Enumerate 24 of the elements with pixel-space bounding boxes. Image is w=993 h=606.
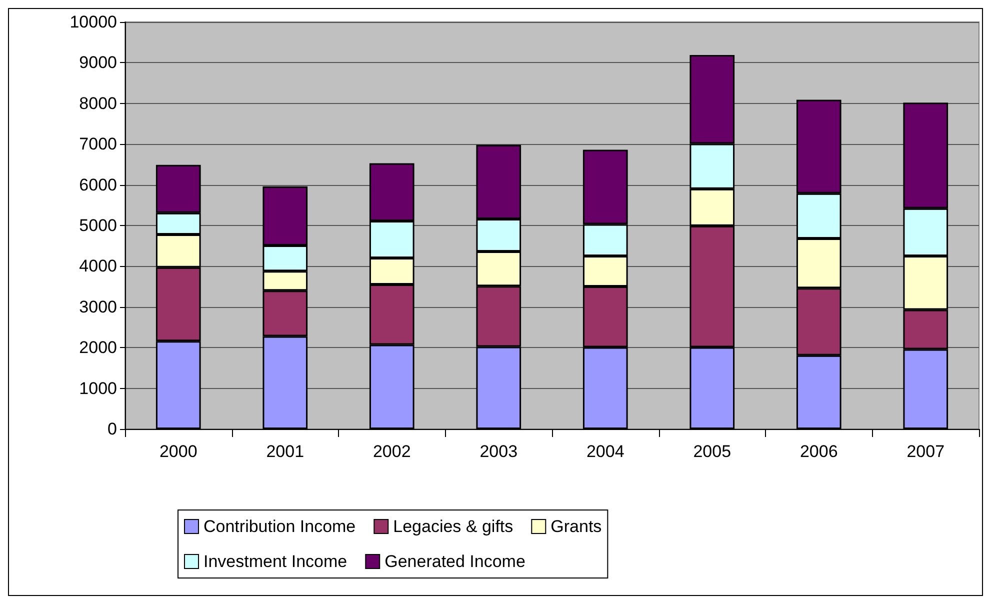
y-tick-label: 9000: [79, 53, 117, 72]
x-tick-label: 2004: [586, 442, 624, 461]
legend-label: Contribution Income: [204, 517, 356, 536]
y-tick-label: 3000: [79, 297, 117, 316]
y-tick-label: 10000: [70, 12, 117, 32]
y-tick-label: 1000: [79, 378, 117, 398]
x-tick-label: 2007: [906, 442, 945, 461]
legend-label: Grants: [550, 517, 602, 536]
y-tick-label: 0: [108, 420, 117, 438]
y-tick-label: 2000: [79, 338, 117, 358]
legend-label: Investment Income: [204, 552, 348, 571]
x-tick-label: 2005: [693, 442, 732, 461]
y-tick-label: 6000: [79, 175, 117, 194]
x-tick-label: 2001: [266, 442, 304, 461]
x-tick-label: 2003: [480, 442, 518, 461]
x-tick-label: 2006: [800, 442, 838, 461]
y-tick-label: 8000: [79, 94, 117, 113]
x-tick-label: 2000: [159, 442, 198, 461]
y-tick-label: 7000: [79, 134, 117, 154]
x-tick-label: 2002: [372, 442, 411, 461]
legend-label: Generated Income: [384, 552, 526, 571]
y-tick-label: 5000: [79, 216, 117, 235]
legend-label: Legacies & gifts: [393, 517, 514, 536]
y-tick-label: 4000: [79, 256, 117, 276]
